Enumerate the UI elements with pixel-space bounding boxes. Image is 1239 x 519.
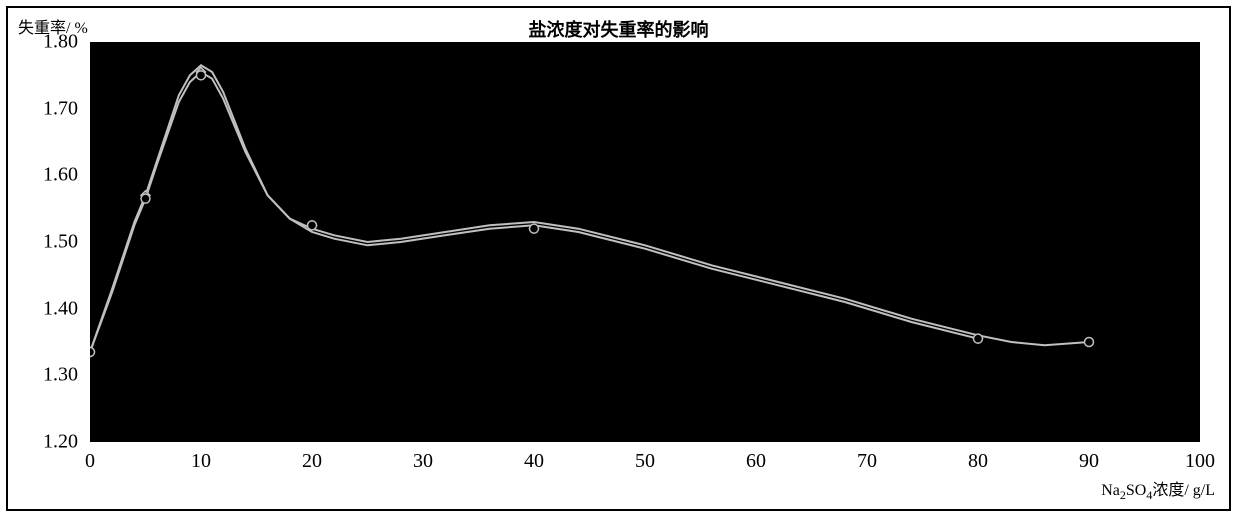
series-circle-marker [90,348,95,357]
x-tick-label: 90 [1079,450,1099,473]
chart-title: 盐浓度对失重率的影响 [8,16,1229,42]
y-tick-label: 1.80 [8,31,78,54]
series-circle-marker [1085,338,1094,347]
y-tick-label: 1.40 [8,297,78,320]
x-tick-label: 100 [1185,450,1215,473]
x-tick-label: 40 [524,450,544,473]
series-circle-marker [308,221,317,230]
x-tick-label: 10 [191,450,211,473]
y-tick-label: 1.70 [8,97,78,120]
y-tick-label: 1.60 [8,164,78,187]
series-circle-marker [530,224,539,233]
x-tick-label: 60 [746,450,766,473]
x-tick-label: 80 [968,450,988,473]
x-tick-label: 0 [85,450,95,473]
x-tick-label: 20 [302,450,322,473]
series-circle-marker [141,194,150,203]
y-tick-label: 1.50 [8,231,78,254]
series-circle-marker [974,334,983,343]
y-tick-label: 1.20 [8,431,78,454]
series-diamond-line [90,65,978,352]
plot-area [90,42,1200,442]
series-circle-marker [197,71,206,80]
x-tick-label: 50 [635,450,655,473]
y-tick-label: 1.30 [8,364,78,387]
x-tick-label: 30 [413,450,433,473]
x-tick-label: 70 [857,450,877,473]
chart-frame: 盐浓度对失重率的影响 失重率/ % Na2SO4浓度/ g/L 1.201.30… [6,6,1231,511]
x-axis-title: Na2SO4浓度/ g/L [1101,476,1215,503]
plot-svg [90,42,1200,442]
series-circle-line [90,72,1089,352]
